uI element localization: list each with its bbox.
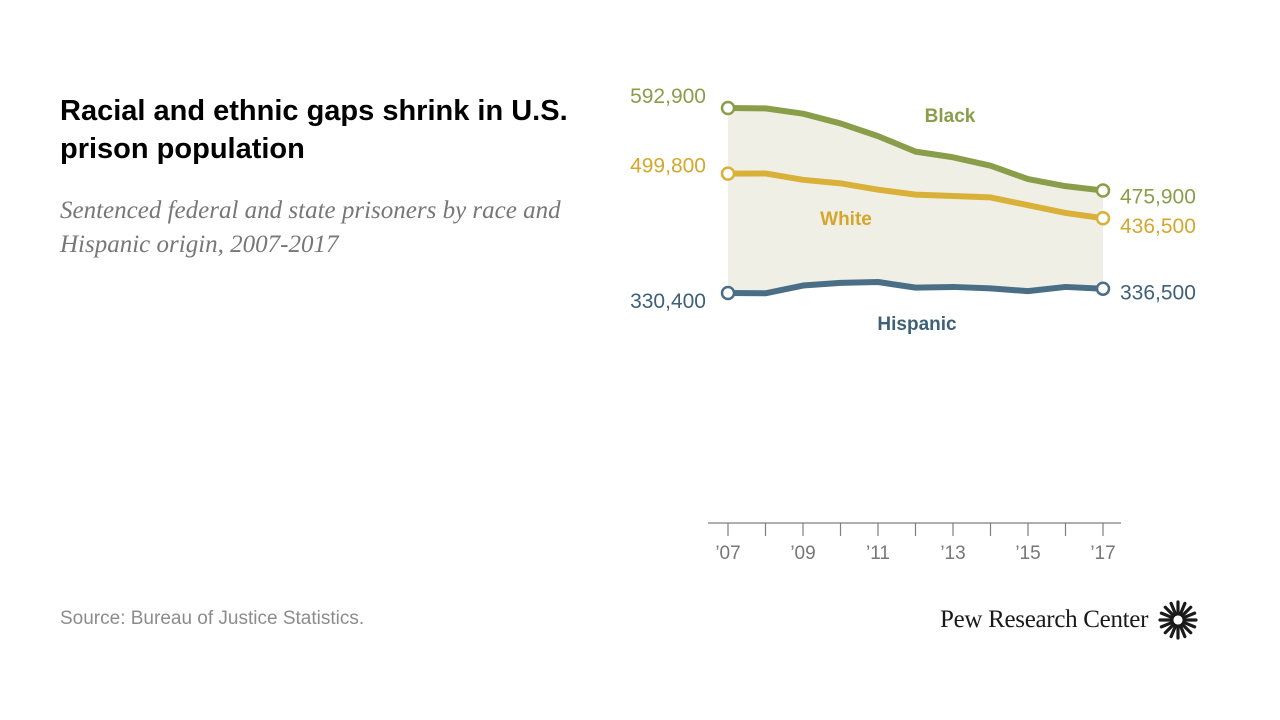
sunburst-ray (1178, 601, 1187, 617)
x-tick-label-2013: ’13 (940, 543, 965, 564)
chart-title: Racial and ethnic gaps shrink in U.S. pr… (60, 95, 568, 165)
chart-subtitle: Sentenced federal and state prisoners by… (60, 197, 561, 258)
sunburst-ray (1169, 623, 1178, 639)
start-label-hispanic: 330,400 (630, 290, 706, 313)
start-label-black: 592,900 (630, 85, 706, 108)
end-label-hispanic: 336,500 (1120, 282, 1196, 305)
start-point-black (720, 100, 736, 116)
end-point-hispanic (1095, 281, 1111, 296)
sunburst-ray (1159, 620, 1175, 629)
line-hispanic (725, 279, 1106, 297)
end-point-black (1095, 183, 1111, 198)
x-tick-label-2007: ’07 (715, 543, 740, 564)
source-note: Source: Bureau of Justice Statistics. (60, 608, 365, 629)
end-label-white: 436,500 (1120, 215, 1196, 238)
sunburst-ray (1178, 623, 1187, 639)
series-label-hispanic: Hispanic (877, 314, 957, 335)
sunburst-ray (1180, 605, 1193, 618)
x-tick-label-2017: ’17 (1090, 543, 1115, 564)
line-black (725, 105, 1106, 194)
sunburst-ray (1180, 622, 1193, 635)
end-label-black: 475,900 (1120, 185, 1196, 208)
sunburst-ray (1169, 601, 1178, 617)
sunburst-ray (1182, 611, 1197, 620)
x-tick-label-2015: ’15 (1015, 543, 1040, 564)
line-white (725, 170, 1106, 222)
pew-sunburst-icon (1158, 600, 1198, 640)
start-point-white (720, 166, 736, 181)
shaded-gap-area (728, 108, 1103, 294)
series-label-white: White (820, 209, 872, 230)
x-tick-label-2009: ’09 (790, 543, 815, 564)
end-point-white (1095, 210, 1111, 226)
sunburst-ray (1182, 620, 1197, 629)
sunburst-ray (1163, 622, 1176, 635)
series-label-black: Black (925, 106, 976, 127)
start-point-hispanic (720, 285, 736, 301)
sunburst-ray (1159, 611, 1175, 620)
brand-logo: Pew Research Center (940, 600, 1198, 640)
sunburst-ray (1163, 605, 1176, 618)
brand-name: Pew Research Center (940, 606, 1149, 633)
start-label-white: 499,800 (630, 155, 706, 178)
x-tick-label-2011: ’11 (866, 543, 890, 564)
